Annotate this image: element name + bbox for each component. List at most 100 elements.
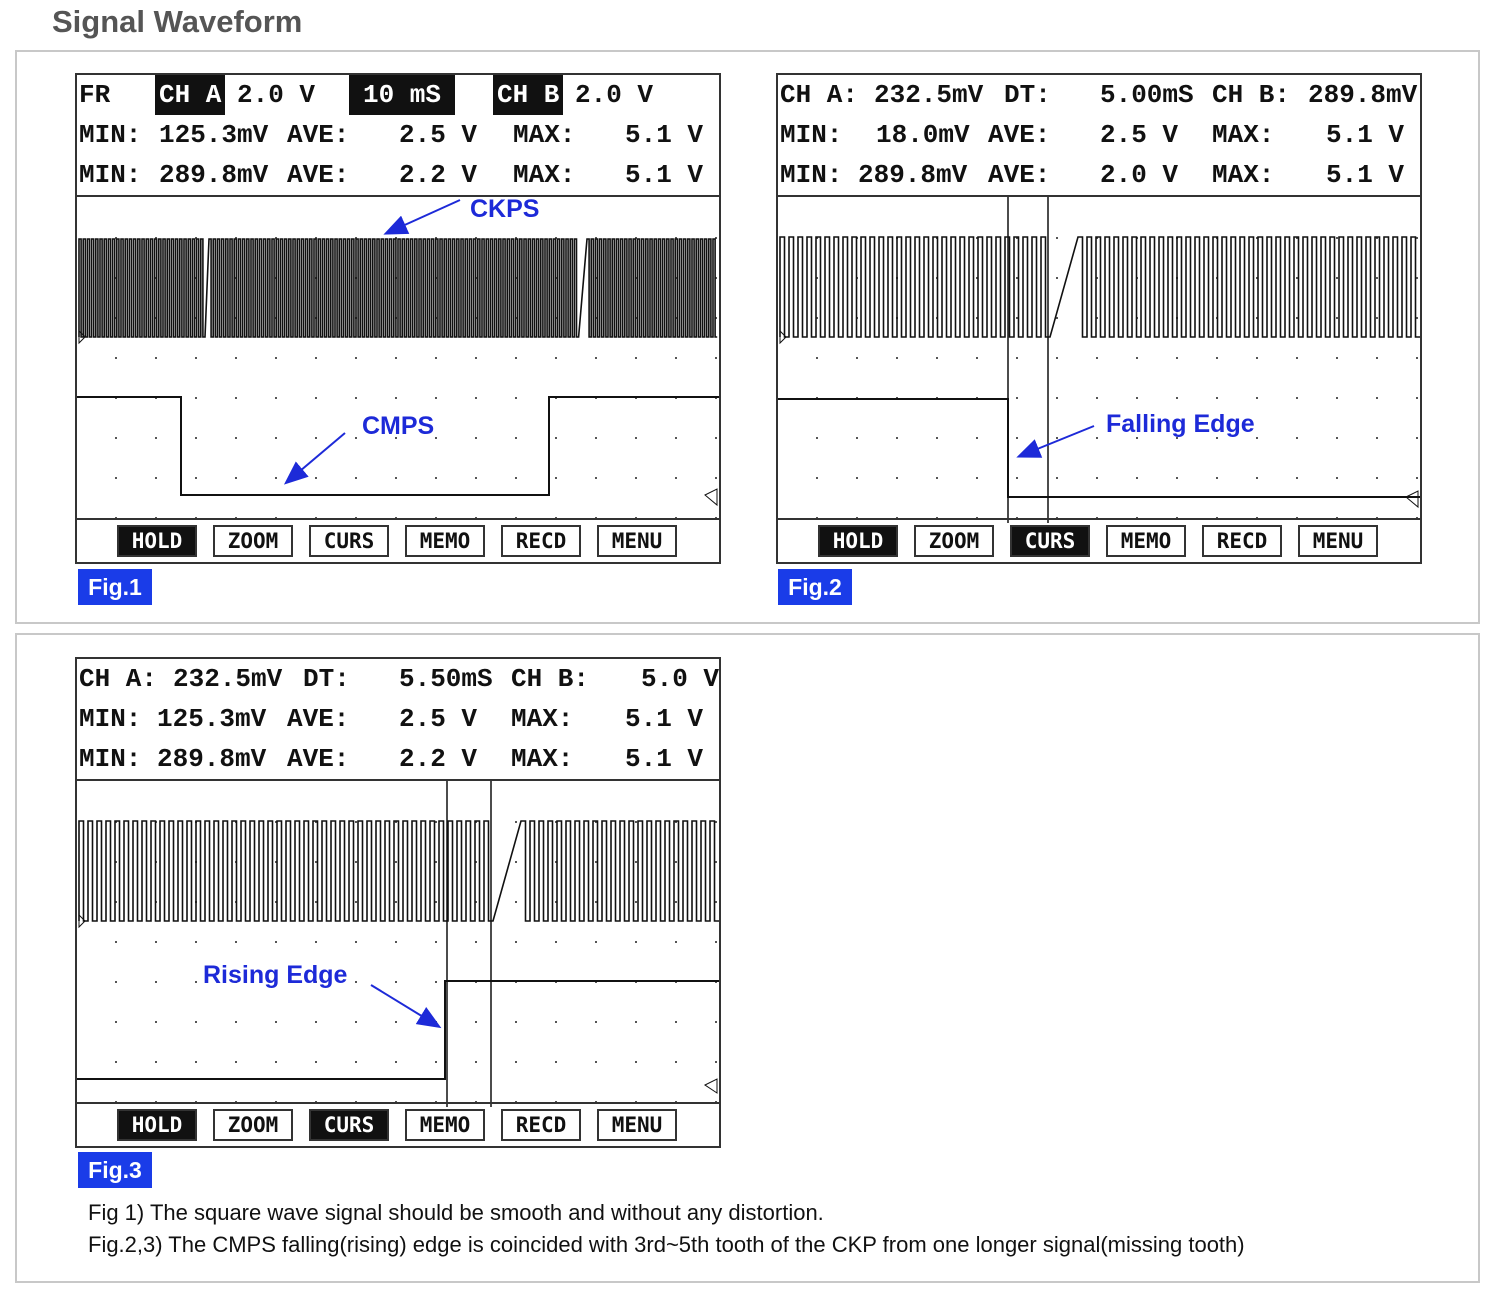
readout-value: 5.00mS bbox=[1100, 80, 1194, 110]
readout-value: 2.5 V bbox=[1100, 120, 1179, 150]
readout-label: CH B: bbox=[511, 664, 590, 694]
readout-value: 2.2 V bbox=[399, 160, 478, 190]
trace-area-fig2 bbox=[778, 197, 1420, 523]
readout-value: 5.50mS bbox=[399, 664, 493, 694]
ch-a-marker bbox=[78, 329, 86, 345]
fig-label-2: Fig.2 bbox=[778, 569, 852, 605]
readout-label: AVE: bbox=[988, 160, 1051, 190]
softkey-curs-button[interactable]: CURS bbox=[309, 525, 389, 557]
readout-value: 2.2 V bbox=[399, 744, 478, 774]
caption-line-2: Fig.2,3) The CMPS falling(rising) edge i… bbox=[88, 1232, 1245, 1257]
softkey-hold-button[interactable]: HOLD bbox=[117, 1109, 197, 1141]
softkey-bar-fig2: HOLD ZOOM CURS MEMO RECD MENU bbox=[778, 518, 1420, 562]
readout-value: 289.8mV bbox=[159, 160, 269, 190]
readout-value: 5.0 V bbox=[641, 664, 720, 694]
softkey-recd-button[interactable]: RECD bbox=[1202, 525, 1282, 557]
readout-label: MIN: bbox=[79, 744, 142, 774]
ch-b-marker bbox=[704, 488, 718, 507]
softkey-zoom-button[interactable]: ZOOM bbox=[213, 1109, 293, 1141]
ch-a-marker bbox=[779, 329, 787, 345]
readout-label: MIN: bbox=[79, 704, 142, 734]
readout-value: 5.1 V bbox=[625, 120, 704, 150]
readout-value: 125.3mV bbox=[157, 704, 267, 734]
caption-line-1: Fig 1) The square wave signal should be … bbox=[88, 1200, 824, 1225]
readout-label: MAX: bbox=[511, 744, 574, 774]
readout-value: 5.1 V bbox=[1326, 120, 1405, 150]
softkey-hold-button[interactable]: HOLD bbox=[117, 525, 197, 557]
readout-label: MIN: bbox=[79, 120, 142, 150]
fig-label-3: Fig.3 bbox=[78, 1152, 152, 1188]
readout-label: MIN: bbox=[780, 160, 843, 190]
softkey-curs-button[interactable]: CURS bbox=[1010, 525, 1090, 557]
trace-area-fig1 bbox=[77, 197, 719, 523]
ch-a-marker bbox=[78, 913, 86, 929]
readout-label: AVE: bbox=[988, 120, 1051, 150]
readout-label: CH B: bbox=[1212, 80, 1291, 110]
annotation-rising-edge: Rising Edge bbox=[203, 961, 348, 989]
ch-b-marker bbox=[1405, 490, 1419, 509]
readout-label: MAX: bbox=[1212, 160, 1275, 190]
readout-label: MAX: bbox=[511, 704, 574, 734]
readout-value: 289.8mV bbox=[1308, 80, 1418, 110]
softkey-menu-button[interactable]: MENU bbox=[597, 525, 677, 557]
readout-fig1: FR CH A 2.0 V 10 mS CH B 2.0 V MIN: 125.3mV AVE… bbox=[77, 75, 719, 197]
ch-b-marker bbox=[704, 1078, 718, 1094]
readout-value: 2.0 V bbox=[1100, 160, 1179, 190]
softkey-hold-button[interactable]: HOLD bbox=[818, 525, 898, 557]
panel-bottom bbox=[15, 633, 1480, 1283]
readout-channel-a: CH A bbox=[155, 75, 226, 115]
readout-value: 289.8mV bbox=[157, 744, 267, 774]
softkey-bar-fig3: HOLD ZOOM CURS MEMO RECD MENU bbox=[77, 1102, 719, 1146]
annotation-falling-edge: Falling Edge bbox=[1106, 410, 1255, 438]
readout-label: AVE: bbox=[287, 704, 350, 734]
cmps-trace bbox=[778, 398, 1420, 498]
readout-ch-a-scale: 2.0 V bbox=[237, 80, 316, 110]
ckps-trace bbox=[78, 238, 718, 338]
readout-fig2: CH A: 232.5mV DT: 5.00mS CH B: 289.8mV MIN: 18… bbox=[778, 75, 1420, 197]
softkey-zoom-button[interactable]: ZOOM bbox=[914, 525, 994, 557]
softkey-recd-button[interactable]: RECD bbox=[501, 1109, 581, 1141]
readout-label: MIN: bbox=[79, 160, 142, 190]
scope-screen-fig2: CH A: 232.5mV DT: 5.00mS CH B: 289.8mV MIN: 18… bbox=[776, 73, 1422, 564]
readout-label: MAX: bbox=[513, 120, 576, 150]
readout-label: CH A: bbox=[780, 80, 859, 110]
softkey-menu-button[interactable]: MENU bbox=[597, 1109, 677, 1141]
readout-label: DT: bbox=[1004, 80, 1051, 110]
fig-label-1: Fig.1 bbox=[78, 569, 152, 605]
readout-value: 5.1 V bbox=[625, 160, 704, 190]
waveform-plot-fig3 bbox=[77, 781, 719, 1107]
readout-value: 232.5mV bbox=[173, 664, 283, 694]
scope-screen-fig3: CH A: 232.5mV DT: 5.50mS CH B: 5.0 V MIN: 125.… bbox=[75, 657, 721, 1148]
readout-label: MAX: bbox=[513, 160, 576, 190]
readout-label: AVE: bbox=[287, 160, 350, 190]
softkey-zoom-button[interactable]: ZOOM bbox=[213, 525, 293, 557]
readout-mode: FR bbox=[79, 80, 111, 110]
ckps-trace bbox=[779, 236, 1420, 338]
scope-screen-fig1: FR CH A 2.0 V 10 mS CH B 2.0 V MIN: 125.3mV AVE… bbox=[75, 73, 721, 564]
ckps-trace bbox=[78, 820, 719, 922]
readout-value: 232.5mV bbox=[874, 80, 984, 110]
softkey-menu-button[interactable]: MENU bbox=[1298, 525, 1378, 557]
softkey-memo-button[interactable]: MEMO bbox=[1106, 525, 1186, 557]
readout-value: 5.1 V bbox=[625, 744, 704, 774]
readout-label: AVE: bbox=[287, 744, 350, 774]
trace-area-fig3 bbox=[77, 781, 719, 1107]
softkey-memo-button[interactable]: MEMO bbox=[405, 1109, 485, 1141]
softkey-curs-button[interactable]: CURS bbox=[309, 1109, 389, 1141]
annotation-cmps: CMPS bbox=[362, 412, 435, 440]
readout-fig3: CH A: 232.5mV DT: 5.50mS CH B: 5.0 V MIN: 125.… bbox=[77, 659, 719, 781]
readout-label: AVE: bbox=[287, 120, 350, 150]
softkey-memo-button[interactable]: MEMO bbox=[405, 525, 485, 557]
readout-label: MAX: bbox=[1212, 120, 1275, 150]
annotation-ckps: CKPS bbox=[470, 195, 540, 223]
cmps-trace bbox=[77, 396, 719, 496]
softkey-recd-button[interactable]: RECD bbox=[501, 525, 581, 557]
readout-label: DT: bbox=[303, 664, 350, 694]
cmps-trace bbox=[77, 980, 719, 1080]
readout-channel-b: CH B bbox=[493, 75, 564, 115]
readout-timebase: 10 mS bbox=[349, 75, 456, 115]
readout-label: MIN: bbox=[780, 120, 843, 150]
readout-value: 5.1 V bbox=[1326, 160, 1405, 190]
readout-value: 2.5 V bbox=[399, 120, 478, 150]
waveform-plot-fig1 bbox=[77, 237, 719, 519]
